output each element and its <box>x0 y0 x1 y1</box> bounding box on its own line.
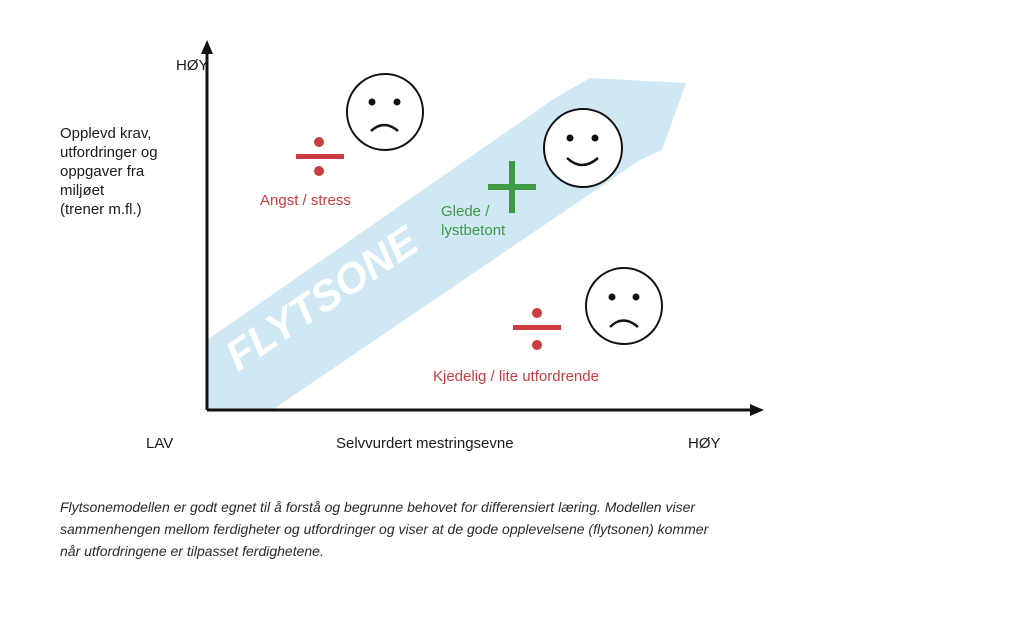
boredom-zone-label: Kjedelig / lite utfordrende <box>433 368 599 385</box>
caption-line: når utfordringene er tilpasset ferdighet… <box>60 543 324 559</box>
y-axis-title-line: Opplevd krav, <box>60 125 152 142</box>
caption-line: Flytsonemodellen er godt egnet til å for… <box>60 499 696 515</box>
sad-face-icon <box>346 73 424 151</box>
sad-face-icon <box>585 267 663 345</box>
y-axis-high-label: HØY <box>176 57 209 74</box>
figure-caption: Flytsonemodellen er godt egnet til å for… <box>60 496 960 562</box>
x-axis-title: Selvvurdert mestringsevne <box>336 435 514 452</box>
caption-line: sammenhengen mellom ferdigheter og utfor… <box>60 521 709 537</box>
y-axis-title: Opplevd krav, utfordringer og oppgaver f… <box>60 124 210 219</box>
joy-zone-label-line: Glede / <box>441 203 490 220</box>
division-symbol-icon <box>296 137 344 176</box>
x-axis-low-label: LAV <box>146 435 174 452</box>
x-axis-high-label: HØY <box>688 435 721 452</box>
y-axis-title-line: miljøet <box>60 182 105 199</box>
anxiety-zone-label: Angst / stress <box>260 192 351 209</box>
happy-face-icon <box>543 108 623 188</box>
y-axis-title-line: oppgaver fra <box>60 163 145 180</box>
division-symbol-icon <box>513 308 561 350</box>
joy-zone-label-line: lystbetont <box>441 222 506 239</box>
x-axis-arrowhead <box>750 404 764 416</box>
y-axis-title-line: (trener m.fl.) <box>60 201 142 218</box>
y-axis-arrowhead <box>201 40 213 54</box>
y-axis-title-line: utfordringer og <box>60 144 158 161</box>
joy-zone-label: Glede / lystbetont <box>441 202 505 240</box>
plus-symbol-icon <box>488 161 536 213</box>
